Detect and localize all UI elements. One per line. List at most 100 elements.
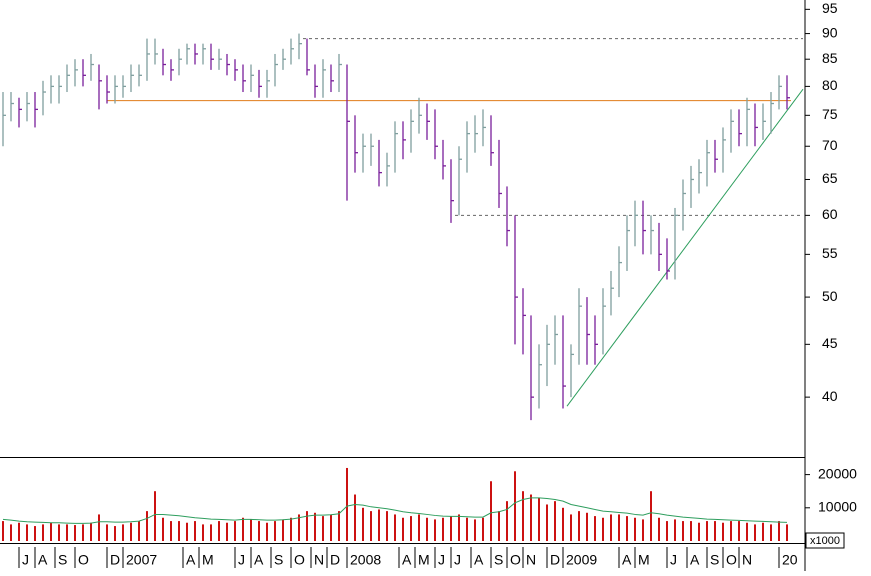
x-tick-label: N <box>526 552 536 568</box>
volume-bar <box>338 511 340 541</box>
y-tick-label: 40 <box>822 388 838 404</box>
volume-bar <box>658 517 660 541</box>
volume-bar <box>786 524 788 541</box>
volume-bar <box>570 514 572 541</box>
volume-bar <box>298 514 300 541</box>
x-tick-label: M <box>202 552 214 568</box>
x-tick-label: J <box>670 552 677 568</box>
volume-bar <box>82 524 84 541</box>
volume-bar <box>130 522 132 541</box>
volume-bar <box>362 507 364 541</box>
y-tick-label: 55 <box>822 245 838 261</box>
volume-bar <box>402 517 404 541</box>
volume-bar <box>162 517 164 541</box>
volume-bar <box>226 522 228 541</box>
volume-bar <box>690 521 692 541</box>
y-tick-label: 75 <box>822 106 838 122</box>
volume-bar <box>602 517 604 541</box>
volume-bar <box>410 516 412 541</box>
x-tick-label: J <box>22 552 29 568</box>
x-tick-label: A <box>38 552 48 568</box>
x-tick-label: A <box>690 552 700 568</box>
volume-bar <box>586 512 588 541</box>
volume-bar <box>682 521 684 541</box>
x-tick-label: M <box>638 552 650 568</box>
volume-bar <box>394 514 396 541</box>
volume-bar <box>354 494 356 541</box>
volume-bar <box>650 491 652 541</box>
y-tick-label: 95 <box>822 0 838 16</box>
volume-bar <box>594 516 596 541</box>
volume-bar <box>770 524 772 541</box>
volume-bar <box>194 521 196 541</box>
volume-bar <box>146 511 148 541</box>
y-tick-label: 65 <box>822 170 838 186</box>
trendline <box>566 88 804 407</box>
volume-bar <box>154 491 156 541</box>
y-tick-label: 50 <box>822 288 838 304</box>
x-tick-label: A <box>622 552 632 568</box>
volume-bar <box>98 514 100 541</box>
volume-bar <box>26 524 28 541</box>
volume-bar <box>170 521 172 541</box>
volume-bar <box>746 522 748 541</box>
volume-bar <box>442 517 444 541</box>
x-tick-label: D <box>330 552 340 568</box>
y-tick-label: 45 <box>822 335 838 351</box>
volume-bar <box>618 514 620 541</box>
volume-bar <box>138 521 140 541</box>
volume-bar <box>506 501 508 541</box>
volume-bar <box>754 524 756 541</box>
x-tick-label: D <box>110 552 120 568</box>
volume-bar <box>698 522 700 541</box>
x-tick-label: A <box>402 552 412 568</box>
volume-bar <box>554 501 556 541</box>
y-tick-label: 90 <box>822 24 838 40</box>
volume-bar <box>106 524 108 541</box>
volume-bar <box>666 521 668 541</box>
volume-bar <box>458 514 460 541</box>
unit-box <box>805 532 845 549</box>
volume-bar <box>634 517 636 541</box>
volume-bar <box>218 521 220 541</box>
y-tick-label: 80 <box>822 77 838 93</box>
x-tick-label: N <box>742 552 752 568</box>
volume-bar <box>418 514 420 541</box>
x-tick-label: O <box>510 552 521 568</box>
volume-bar <box>714 521 716 541</box>
x-tick-label: J <box>438 552 445 568</box>
volume-bar <box>578 511 580 541</box>
volume-bar <box>50 522 52 541</box>
x-tick-label: O <box>78 552 89 568</box>
volume-bar <box>474 519 476 541</box>
volume-bar <box>370 511 372 541</box>
volume-bar <box>306 511 308 541</box>
volume-bar <box>58 524 60 541</box>
volume-bar <box>730 521 732 541</box>
volume-bar <box>738 521 740 541</box>
y-tick-label: 20000 <box>818 465 857 481</box>
unit-label: x1000 <box>810 535 840 547</box>
volume-bar <box>290 517 292 541</box>
volume-bar <box>378 509 380 541</box>
x-tick-label: 20 <box>782 552 798 568</box>
volume-bar <box>34 526 36 541</box>
volume-bar <box>330 514 332 541</box>
volume-bar <box>562 507 564 541</box>
x-tick-label: S <box>710 552 719 568</box>
volume-bar <box>266 522 268 541</box>
volume-bar <box>450 516 452 541</box>
x-tick-label: S <box>274 552 283 568</box>
x-tick-label: 2008 <box>350 552 381 568</box>
volume-bar <box>762 522 764 541</box>
volume-bar <box>498 511 500 541</box>
volume-bar <box>122 524 124 541</box>
volume-bar <box>778 521 780 541</box>
volume-bar <box>322 516 324 541</box>
x-tick-label: S <box>494 552 503 568</box>
volume-bar <box>538 497 540 541</box>
volume-bar <box>434 519 436 541</box>
volume-bar <box>722 522 724 541</box>
